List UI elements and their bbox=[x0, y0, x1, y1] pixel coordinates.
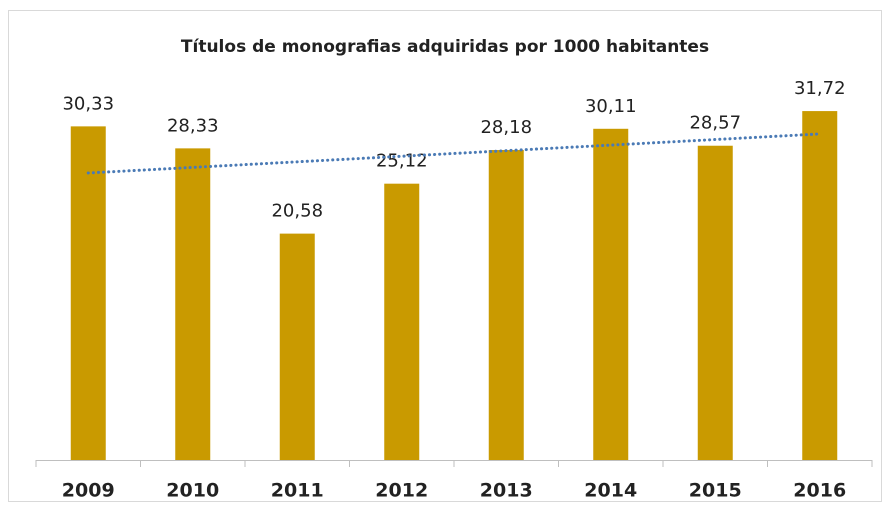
bar bbox=[697, 145, 733, 461]
bar bbox=[488, 150, 524, 460]
data-label: 25,12 bbox=[376, 151, 428, 172]
x-tick-label: 2015 bbox=[689, 480, 742, 502]
data-label: 28,18 bbox=[480, 117, 532, 138]
x-tick-label: 2013 bbox=[480, 480, 533, 502]
data-label: 30,11 bbox=[585, 96, 637, 117]
bar bbox=[70, 126, 106, 461]
data-label: 20,58 bbox=[271, 201, 323, 222]
trendline bbox=[86, 132, 822, 175]
bar bbox=[279, 233, 315, 460]
x-tick-label: 2009 bbox=[62, 480, 115, 502]
x-tick-label: 2012 bbox=[375, 480, 428, 502]
chart-title: Títulos de monografias adquiridas por 10… bbox=[181, 37, 709, 57]
data-label: 28,57 bbox=[689, 113, 741, 134]
x-tick-label: 2011 bbox=[271, 480, 324, 502]
bar bbox=[593, 128, 629, 461]
bar bbox=[175, 148, 211, 460]
data-label: 28,33 bbox=[167, 115, 219, 136]
x-tick-label: 2016 bbox=[793, 480, 846, 502]
bar bbox=[802, 111, 838, 460]
x-tick-label: 2014 bbox=[584, 480, 637, 502]
data-label: 31,72 bbox=[794, 78, 846, 99]
x-tick-label: 2010 bbox=[166, 480, 219, 502]
bar bbox=[384, 183, 420, 460]
data-label: 30,33 bbox=[62, 93, 114, 114]
chart-border bbox=[8, 10, 882, 502]
